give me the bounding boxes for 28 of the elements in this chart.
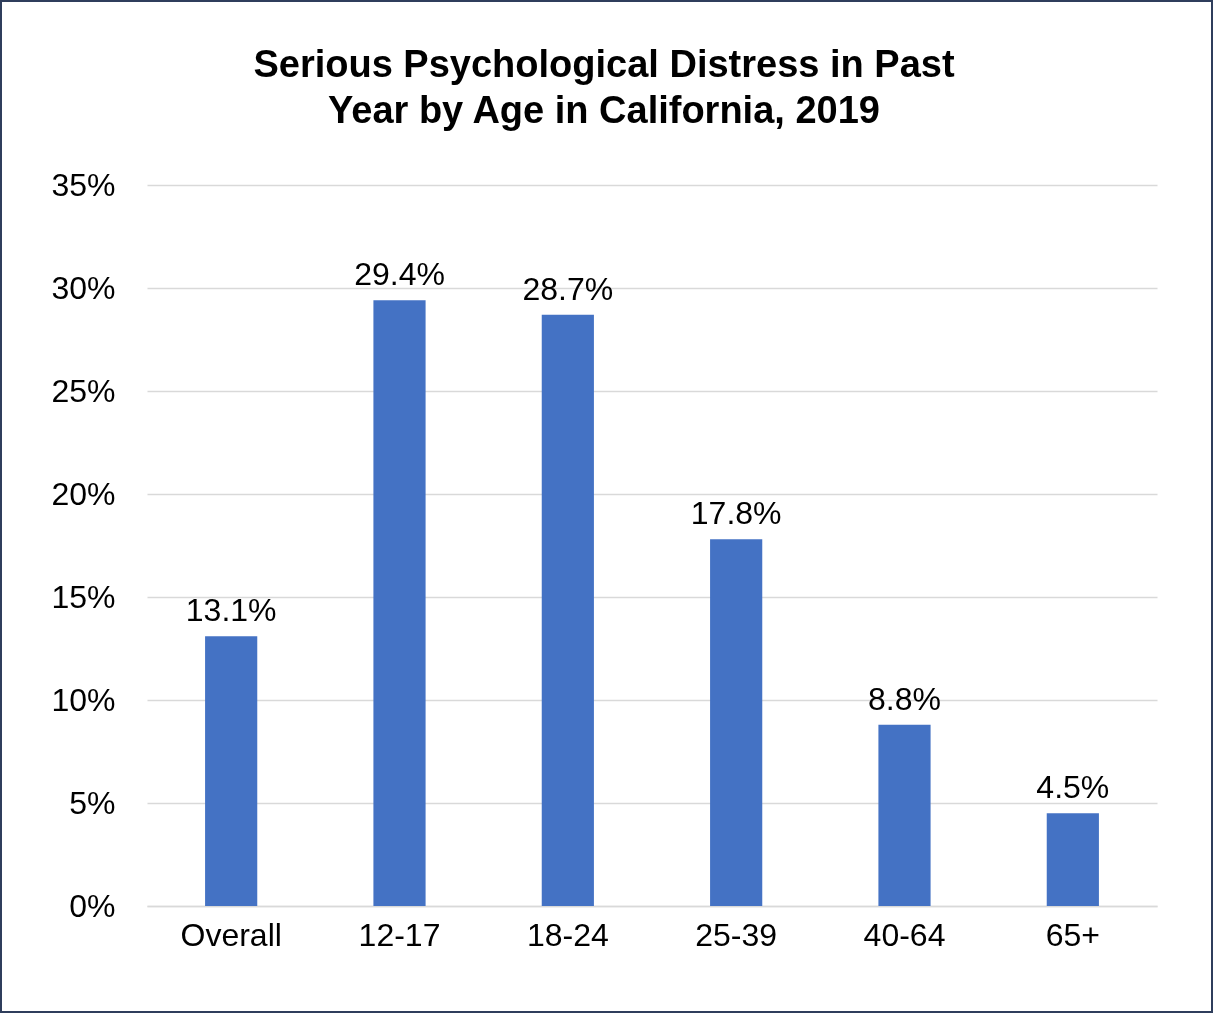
bar — [710, 539, 763, 906]
x-tick-label: 40-64 — [863, 916, 946, 953]
data-label: 28.7% — [522, 270, 614, 307]
bar — [373, 300, 426, 906]
y-tick-label: 15% — [51, 578, 116, 615]
data-label: 29.4% — [354, 256, 445, 293]
x-tick-label: 18-24 — [526, 916, 609, 953]
y-tick-label: 30% — [51, 269, 116, 306]
text: Serious Psychological Distress in Past — [253, 43, 955, 85]
y-tick-label: 35% — [51, 166, 116, 203]
data-label: 13.1% — [185, 592, 277, 629]
y-tick-label: 25% — [51, 372, 116, 409]
x-tick-label: 65+ — [1045, 916, 1100, 953]
x-tick-label: Overall — [180, 916, 282, 953]
y-tick-label: 10% — [51, 681, 116, 718]
bar — [541, 314, 594, 906]
bar — [1046, 813, 1099, 906]
x-tick-label: 12-17 — [358, 916, 441, 953]
y-tick-label: 0% — [69, 887, 116, 924]
y-tick-label: 5% — [69, 784, 116, 821]
bar — [878, 724, 931, 906]
data-label: 8.8% — [868, 680, 941, 717]
data-label: 17.8% — [690, 495, 782, 532]
bar — [205, 636, 258, 906]
y-tick-label: 20% — [51, 475, 116, 512]
x-tick-label: 25-39 — [695, 916, 778, 953]
text: Year by Age in California, 2019 — [328, 89, 880, 131]
data-label: 4.5% — [1036, 769, 1110, 806]
